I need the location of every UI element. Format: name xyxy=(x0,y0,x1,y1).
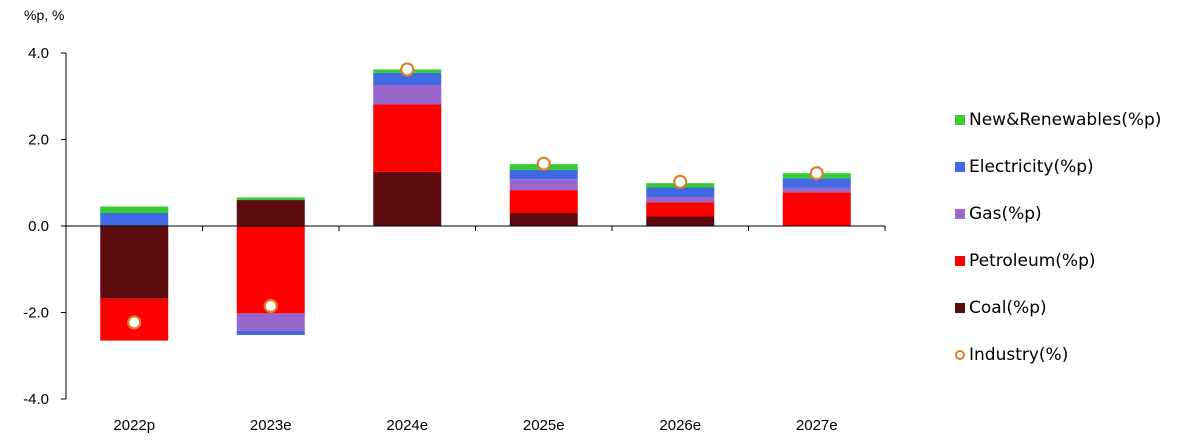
legend-item-new-renewables: New&Renewables(%p) xyxy=(955,96,1195,143)
bar-segment xyxy=(782,178,851,188)
unit-label: %p, % xyxy=(24,7,64,23)
legend-item-industry: Industry(%) xyxy=(955,331,1195,378)
bar-segment xyxy=(782,192,851,226)
legend-swatch xyxy=(955,208,965,219)
legend-item-coal: Coal(%p) xyxy=(955,284,1195,331)
bar-segment xyxy=(646,187,715,198)
bar-segment xyxy=(373,171,442,226)
bar-segment xyxy=(236,197,305,201)
bar-segment xyxy=(646,202,715,217)
y-tick-label: -2.0 xyxy=(23,305,49,322)
legend-swatch xyxy=(955,114,965,125)
bar-segment xyxy=(782,187,851,193)
bar-segment xyxy=(236,226,305,314)
legend-marker-circle xyxy=(955,349,965,360)
legend-label: New&Renewables(%p) xyxy=(969,109,1162,130)
legend-swatch xyxy=(955,302,965,313)
bar-segment xyxy=(236,330,305,335)
industry-marker xyxy=(127,315,142,330)
x-tick-label: 2024e xyxy=(386,417,428,434)
y-tick-label: 0.0 xyxy=(28,218,49,235)
legend-swatch xyxy=(955,255,965,266)
y-tick-label: 2.0 xyxy=(28,132,49,149)
y-tick-label: -4.0 xyxy=(23,391,49,408)
industry-marker xyxy=(673,174,688,189)
x-tick-label: 2026e xyxy=(659,417,701,434)
legend-label: Gas(%p) xyxy=(969,203,1042,224)
y-tick-label: 4.0 xyxy=(28,45,49,62)
legend: New&Renewables(%p) Electricity(%p) Gas(%… xyxy=(955,96,1195,378)
plot-area: 4.0 2.0 0.0 -2.0 -4.0 2022p 2023e 2024e 2025e 202… xyxy=(23,45,886,434)
bar-segment xyxy=(373,104,442,172)
bar-segment xyxy=(236,313,305,331)
bar-segment xyxy=(509,213,578,226)
legend-label: Coal(%p) xyxy=(969,297,1047,318)
industry-marker xyxy=(809,166,824,181)
bar-segment xyxy=(509,179,578,191)
bar-segment xyxy=(236,200,305,226)
bar-segment xyxy=(373,72,442,86)
legend-label: Industry(%) xyxy=(969,344,1069,365)
legend-item-gas: Gas(%p) xyxy=(955,190,1195,237)
x-tick-label: 2022p xyxy=(113,417,155,434)
x-tick-label: 2023e xyxy=(250,417,292,434)
x-tick-label: 2025e xyxy=(523,417,565,434)
x-tick-label: 2027e xyxy=(796,417,838,434)
industry-marker xyxy=(536,156,551,171)
bar-segment xyxy=(646,216,715,226)
bar-segment xyxy=(100,226,169,299)
bar-segment xyxy=(373,85,442,105)
legend-label: Electricity(%p) xyxy=(969,156,1094,177)
bar-segment xyxy=(100,206,169,214)
legend-item-petroleum: Petroleum(%p) xyxy=(955,237,1195,284)
legend-swatch xyxy=(955,161,965,172)
bar-segment xyxy=(646,197,715,203)
industry-marker xyxy=(400,62,415,77)
bar-segment xyxy=(509,169,578,180)
legend-label: Petroleum(%p) xyxy=(969,250,1096,271)
industry-marker xyxy=(263,298,278,314)
bar-segment xyxy=(509,190,578,214)
bar-segment xyxy=(100,213,169,226)
legend-item-electricity: Electricity(%p) xyxy=(955,143,1195,190)
